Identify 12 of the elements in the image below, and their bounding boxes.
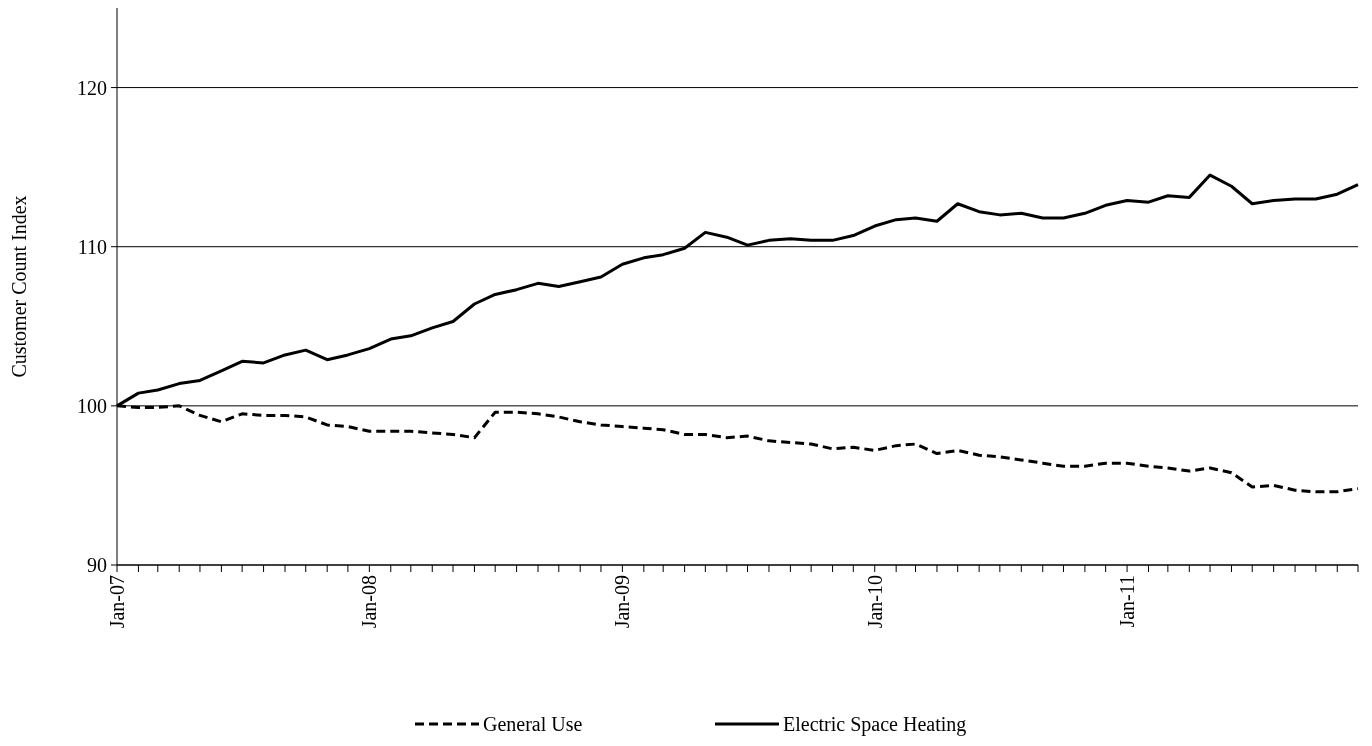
y-axis-title: Customer Count Index <box>8 195 30 378</box>
y-tick-label: 120 <box>77 76 107 99</box>
x-tick-label: Jan-09 <box>611 575 634 629</box>
y-tick-label: 110 <box>77 235 107 258</box>
x-tick-label: Jan-07 <box>106 575 128 629</box>
y-tick-label: 100 <box>77 394 107 417</box>
y-tick-label: 90 <box>87 554 107 576</box>
legend-label: General Use <box>483 713 583 735</box>
x-tick-label: Jan-11 <box>1116 575 1139 628</box>
x-tick-label: Jan-08 <box>358 575 381 629</box>
x-tick-label: Jan-10 <box>863 575 886 629</box>
legend-label: Electric Space Heating <box>783 713 967 736</box>
